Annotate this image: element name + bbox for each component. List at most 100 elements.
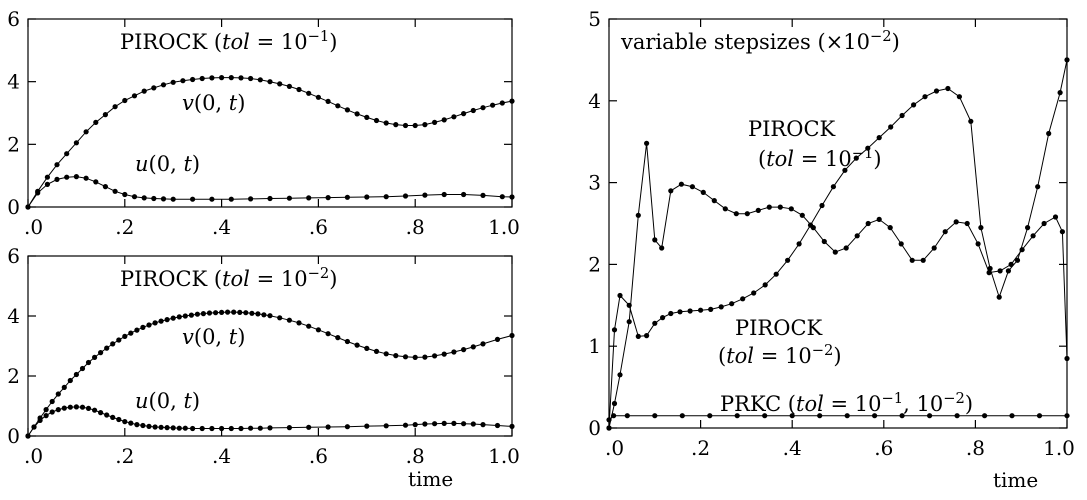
data-point <box>98 350 104 356</box>
data-point <box>25 204 31 210</box>
data-point <box>110 341 116 347</box>
chart-title-part: −1 <box>308 28 330 45</box>
x-tick-label: .4 <box>783 436 802 460</box>
data-point <box>687 308 693 314</box>
data-point <box>151 85 157 91</box>
data-point <box>899 413 905 419</box>
x-axis-label: time <box>408 467 453 491</box>
data-point <box>325 195 331 201</box>
data-point <box>844 413 850 419</box>
data-point <box>122 97 128 104</box>
data-point <box>799 212 805 218</box>
data-point <box>865 145 871 151</box>
data-point <box>644 140 650 146</box>
data-point <box>73 140 79 146</box>
data-point <box>461 421 467 427</box>
data-point <box>116 337 122 343</box>
data-point <box>190 76 196 83</box>
data-point <box>73 174 79 180</box>
data-point <box>122 419 128 425</box>
series-label-part: ) <box>965 392 973 416</box>
data-point <box>228 196 234 202</box>
x-tick-label: .2 <box>691 436 710 460</box>
series-label: PIROCK <box>748 117 836 141</box>
data-point <box>679 413 685 419</box>
data-point <box>422 421 428 427</box>
data-point <box>470 421 476 427</box>
data-point <box>194 311 200 317</box>
series-label-part: ) <box>833 344 841 368</box>
y-tick-label: 4 <box>588 89 601 113</box>
data-point <box>412 422 418 428</box>
series-label-part: t <box>183 389 192 413</box>
series-label-part: ) <box>873 147 881 171</box>
series-1 <box>606 57 1070 431</box>
data-point <box>611 413 617 419</box>
y-tick-label: 0 <box>7 424 20 448</box>
plot-frame <box>27 18 513 208</box>
data-point <box>49 409 55 415</box>
data-point <box>933 88 940 94</box>
series-label-part: ( <box>758 147 766 171</box>
data-point <box>432 421 438 427</box>
data-point <box>821 238 827 245</box>
data-point <box>112 188 118 194</box>
data-point <box>354 111 360 117</box>
data-point <box>257 77 263 83</box>
data-point <box>432 119 438 125</box>
x-tick-label: .2 <box>115 215 134 239</box>
series-label-part: (0, <box>149 152 184 176</box>
data-point <box>160 82 167 88</box>
series-label-part: (0, <box>149 389 184 413</box>
data-point <box>344 424 350 430</box>
x-tick-label: 1.0 <box>488 444 520 468</box>
data-point <box>170 79 176 85</box>
data-point <box>231 309 237 315</box>
data-point <box>755 207 761 213</box>
data-point <box>722 206 728 212</box>
data-point <box>134 422 140 428</box>
data-point <box>213 310 219 316</box>
data-point <box>652 413 658 419</box>
data-point <box>796 241 802 247</box>
data-point <box>942 229 948 235</box>
x-tick-label: .8 <box>406 444 425 468</box>
data-point <box>25 433 31 439</box>
data-point <box>170 196 176 202</box>
data-point <box>480 192 486 198</box>
data-point <box>249 310 255 316</box>
x-tick-label: .0 <box>24 444 43 468</box>
series-label-line2: (tol = 10−1) <box>758 145 882 172</box>
data-point <box>344 107 350 113</box>
chart-title-part: = 10 <box>250 267 308 291</box>
data-point <box>876 135 882 141</box>
data-point <box>267 195 273 202</box>
x-tick-label: .6 <box>309 444 328 468</box>
data-point <box>1064 355 1070 362</box>
series-label-part: t <box>183 152 192 176</box>
data-point <box>64 151 70 157</box>
data-point <box>617 372 623 378</box>
data-point <box>441 420 447 426</box>
data-point <box>170 315 176 321</box>
data-point <box>611 327 618 333</box>
data-point <box>422 192 428 198</box>
data-point <box>499 194 505 200</box>
data-point <box>190 196 196 202</box>
data-point <box>708 306 714 312</box>
data-point <box>978 225 984 231</box>
data-point <box>286 83 292 89</box>
data-point <box>228 425 234 432</box>
series-line <box>27 77 513 208</box>
series-label: u(0, t) <box>135 152 200 176</box>
series-label-part: = 10 <box>824 392 882 416</box>
data-point <box>509 194 515 200</box>
chart-title-part: ) <box>329 267 337 291</box>
chart-title-part: ) <box>892 30 900 54</box>
data-point <box>243 310 249 316</box>
series-label-part: , 10 <box>903 392 943 416</box>
data-point <box>509 332 515 339</box>
data-point <box>104 345 110 351</box>
data-point <box>652 237 658 243</box>
data-point <box>817 413 823 419</box>
